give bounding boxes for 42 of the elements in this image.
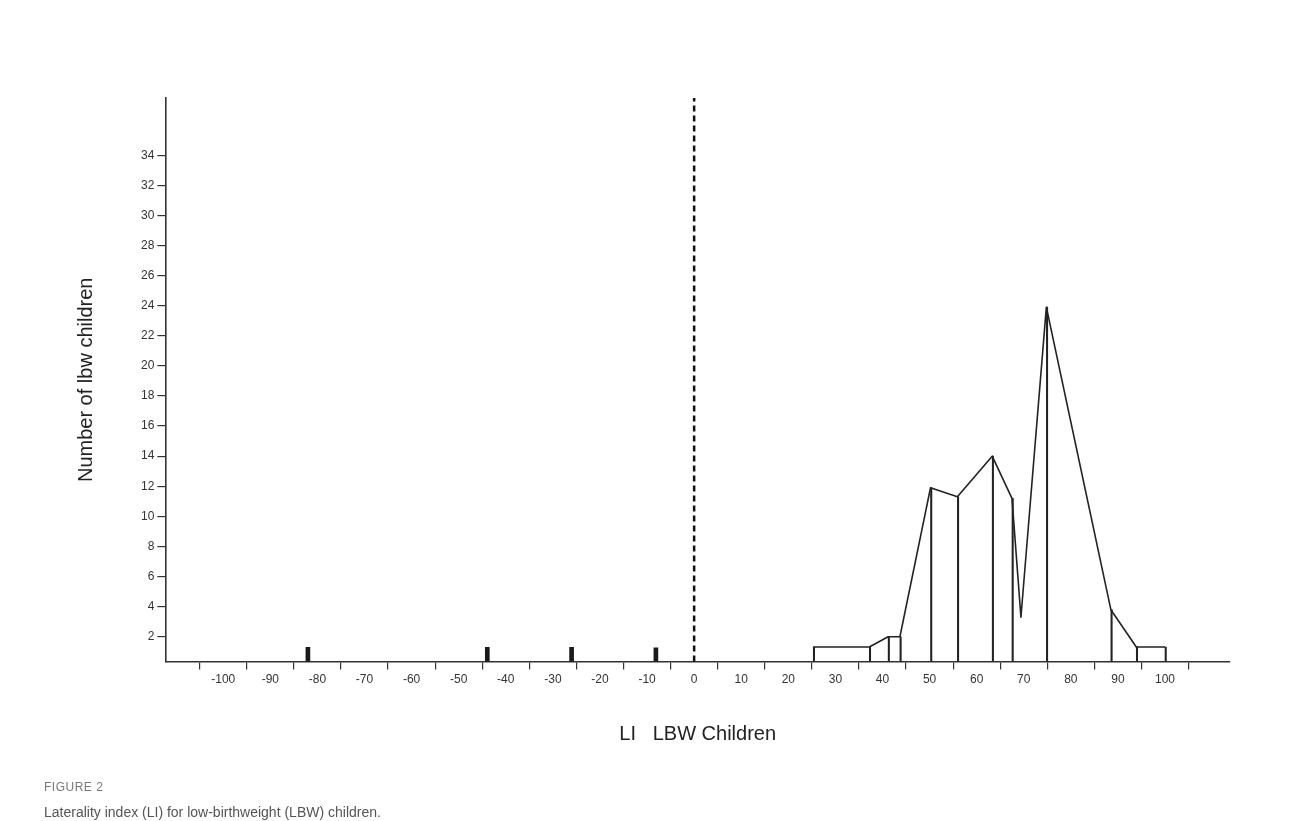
text: Laterality index (LI) for low-birthweight (LBW) children. [44,804,382,820]
x-tick-label: -90 [261,672,280,687]
x-tick-label: 80 [1064,672,1078,687]
x-tick-label: 0 [690,672,698,687]
y-tick-label: 16 [140,418,155,433]
x-tick-label: -60 [402,672,421,687]
x-tick-label: -30 [544,672,562,687]
x-tick-label: 20 [781,672,796,687]
x-axis-title: LI LBW Children [619,721,777,744]
y-tick-label: 12 [140,478,155,493]
y-tick-label: 2 [147,629,155,644]
y-tick-label: 30 [140,207,155,222]
x-tick-label: -20 [591,672,609,687]
x-tick-label: 30 [828,672,843,687]
x-tick-label: 100 [1155,672,1176,687]
x-tick-label: -80 [308,672,327,687]
x-tick-label: -70 [355,672,374,687]
y-tick-label: 8 [147,538,155,553]
y-axis-title: Number of lbw children [73,277,96,483]
x-tick-label: 60 [969,672,984,687]
y-tick-label: 6 [147,568,155,583]
caption: FIGURE 2 [44,780,105,794]
y-tick-label: 22 [140,328,155,343]
y-tick-label: 32 [140,177,155,192]
y-tick-label: 24 [140,297,155,312]
y-tick-label: 20 [140,358,155,373]
x-tick-label: 70 [1017,672,1031,687]
x-tick-label: 40 [875,672,890,687]
x-tick-label: -50 [450,672,468,687]
x-tick-label: 10 [734,672,749,687]
y-tick-label: 34 [140,147,155,162]
x-tick-label: -10 [638,672,657,687]
x-tick-label: -100 [211,672,236,687]
y-tick-label: 4 [147,598,155,613]
y-tick-label: 18 [140,388,155,403]
y-tick-label: 10 [140,508,155,523]
x-tick-label: 90 [1111,672,1125,687]
x-tick-label: 50 [922,672,937,687]
y-tick-label: 26 [140,267,155,282]
y-tick-label: 14 [140,448,155,463]
x-tick-label: -40 [497,672,515,687]
y-tick-label: 28 [140,237,155,252]
